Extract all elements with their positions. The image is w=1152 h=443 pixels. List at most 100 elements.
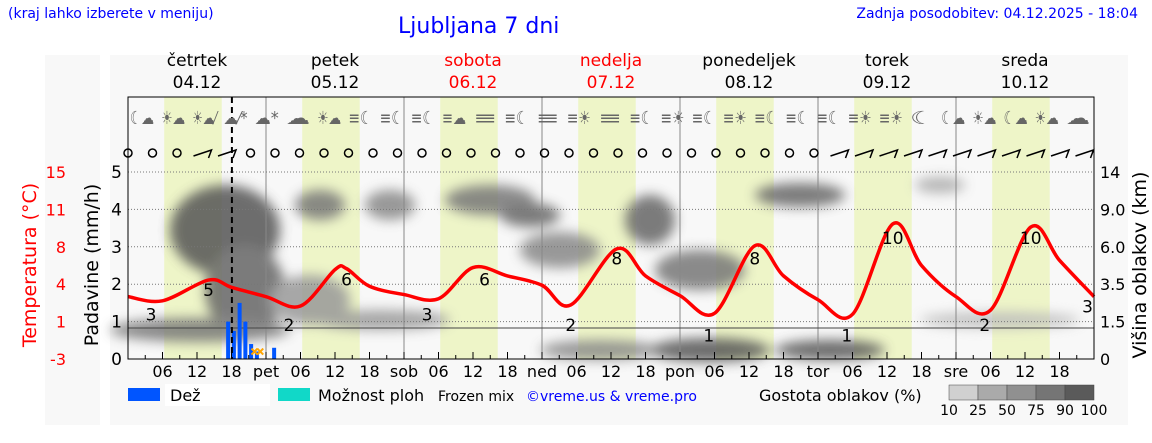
cloud-scale-swatch — [1064, 384, 1095, 401]
credit-link[interactable]: ©vreme.us & vreme.pro — [526, 389, 697, 405]
precip-tick-label: 5 — [111, 163, 122, 183]
calm-wind-icon — [564, 148, 574, 158]
cloud-height-tick-label: 14 — [1100, 163, 1120, 182]
cloud-scale-swatch — [1035, 384, 1066, 401]
wind-barb-icon — [952, 148, 973, 159]
legend-showers-label: Možnost ploh — [318, 386, 424, 405]
calm-wind-icon — [466, 148, 476, 158]
moon-icon: ☾ — [910, 108, 934, 129]
legend-rain-box — [165, 384, 270, 406]
wind-barb-icon — [977, 148, 997, 159]
sun-cloud-rain-icon: ☀☁⁄ — [192, 108, 219, 129]
calm-wind-icon — [588, 148, 599, 158]
x-tick-label: 18 — [359, 362, 379, 381]
temp-extreme-label: 1 — [703, 326, 714, 346]
temp-extreme-label: 5 — [203, 281, 214, 301]
fog-sun-icon: ≡☀ — [723, 108, 747, 129]
page-title: Ljubljana 7 dni — [398, 14, 560, 39]
precip-tick-label: 1 — [111, 313, 122, 333]
temp-extreme-label: 8 — [611, 250, 622, 270]
wind-barb-icon — [1026, 148, 1046, 159]
day-date: 04.12 — [172, 73, 222, 93]
wind-barb-icon — [193, 148, 213, 159]
last-updated: Zadnja posodobitev: 04.12.2025 - 18:04 — [856, 6, 1138, 22]
wind-barb-icon — [1050, 148, 1071, 159]
day-date: 10.12 — [1000, 73, 1050, 93]
calm-wind-icon — [735, 148, 746, 158]
fog-sun-icon: ≡☀ — [660, 108, 684, 129]
cloud-height-tick-label: 6.0 — [1100, 238, 1125, 257]
rain-bar — [226, 321, 231, 359]
calm-wind-icon — [490, 148, 501, 158]
fog-icon: ≡ — [473, 108, 497, 129]
cloud-scale-label: 25 — [969, 403, 987, 419]
temp-extreme-label: 6 — [341, 271, 352, 291]
plot-frame — [127, 96, 1095, 360]
fog-moon-icon: ≡☾ — [348, 108, 372, 129]
sun-cloud-icon: ☀☁ — [317, 108, 341, 129]
cloud-height-tick-label: 1.5 — [1100, 313, 1125, 332]
daylight-band — [716, 97, 774, 359]
rain-bar — [231, 330, 236, 359]
calm-wind-icon — [711, 148, 721, 158]
x-tick-label: 12 — [1015, 362, 1035, 381]
x-tick-label: 12 — [877, 362, 897, 381]
moon-cloud-icon: ☾☁ — [941, 108, 965, 129]
x-tick-label: tor — [807, 362, 830, 381]
x-tick-label: 06 — [842, 362, 862, 381]
calm-wind-icon — [515, 148, 525, 158]
rain-bar — [243, 321, 248, 359]
sun-cloud-icon: ☀☁ — [161, 108, 185, 129]
legend-showers-swatch — [278, 388, 310, 401]
temp-extreme-label: 2 — [565, 316, 576, 336]
fog-moon-icon: ≡☾ — [816, 108, 840, 129]
cloud-icon: ☁ — [1066, 108, 1090, 129]
cloud-height-tick-label: 3.5 — [1100, 275, 1125, 294]
fog-cloud-icon: ≡☁ — [442, 108, 466, 129]
moon-cloud-icon: ☾☁ — [1004, 108, 1028, 129]
fog-moon-icon: ≡☾ — [380, 108, 404, 129]
rain-bar — [254, 351, 259, 359]
fog-moon-icon: ≡☾ — [411, 108, 435, 129]
location-hint: (kraj lahko izberete v meniju) — [8, 6, 214, 22]
wind-barb-icon — [928, 148, 948, 159]
fog-sun-icon: ≡☀ — [879, 108, 903, 129]
day-name: sobota — [444, 51, 502, 71]
temp-extreme-label: 2 — [284, 316, 295, 336]
x-tick-label: 06 — [152, 362, 172, 381]
cloud-scale-label: 10 — [940, 403, 958, 419]
x-tick-label: 06 — [428, 362, 448, 381]
calm-wind-icon — [662, 148, 672, 158]
x-tick-label: 12 — [463, 362, 483, 381]
wind-barb-icon — [1001, 148, 1022, 159]
day-name: torek — [865, 51, 909, 71]
fog-moon-icon: ≡☾ — [692, 108, 716, 129]
cloud-scale-swatch — [1006, 384, 1037, 401]
sun-cloud-icon: ☀☁ — [972, 108, 996, 129]
precip-tick-label: 2 — [111, 275, 122, 295]
x-tick-label: 12 — [325, 362, 345, 381]
day-date: 06.12 — [448, 73, 498, 93]
calm-wind-icon — [368, 148, 378, 158]
x-tick-label: 18 — [497, 362, 517, 381]
temperature-line — [127, 221, 1096, 321]
temp-axis-label: Temperatura (°C) — [19, 183, 41, 348]
fog-icon: ≡ — [598, 108, 622, 129]
x-tick-label: 06 — [980, 362, 1000, 381]
legend-rain-label: Dež — [170, 386, 201, 405]
frozen-mix-icon — [250, 347, 259, 356]
fog-moon-icon: ≡☾ — [785, 108, 809, 129]
calm-wind-icon — [392, 148, 403, 158]
x-tick-label: 18 — [635, 362, 655, 381]
day-name: nedelja — [579, 51, 643, 71]
x-tick-label: 06 — [704, 362, 724, 381]
temp-extreme-label: 2 — [979, 316, 990, 336]
calm-wind-icon — [784, 148, 795, 158]
cloud-height-tick-label: 0 — [1100, 350, 1110, 369]
day-name: ponedeljek — [702, 51, 796, 71]
x-tick-label: 18 — [221, 362, 241, 381]
cloud-height-tick-label: 9.0 — [1100, 200, 1125, 219]
calm-wind-icon — [245, 148, 256, 158]
calm-wind-icon — [270, 148, 280, 158]
calm-wind-icon — [417, 148, 427, 158]
